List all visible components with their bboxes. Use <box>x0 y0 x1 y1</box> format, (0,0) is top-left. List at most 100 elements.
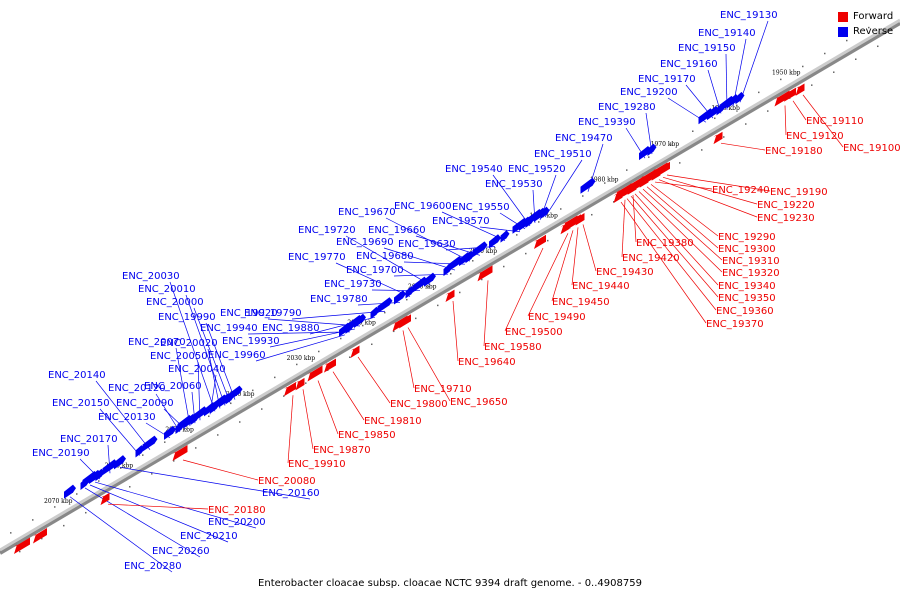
forward-gene-label[interactable]: ENC_19190 <box>770 187 828 198</box>
forward-gene-label[interactable]: ENC_19180 <box>765 146 823 157</box>
reverse-gene-label[interactable]: ENC_19660 <box>368 225 426 236</box>
reverse-gene-label[interactable]: ENC_20000 <box>146 297 204 308</box>
reverse-gene-label[interactable]: ENC_19140 <box>698 28 756 39</box>
reverse-gene-label[interactable]: ENC_19790 <box>244 308 302 319</box>
reverse-gene-label[interactable]: ENC_19280 <box>598 102 656 113</box>
forward-gene-label[interactable]: ENC_19340 <box>718 281 776 292</box>
tick-dot <box>503 265 505 268</box>
reverse-gene-label[interactable]: ENC_20030 <box>122 271 180 282</box>
reverse-gene-leader <box>587 143 604 192</box>
reverse-gene-label[interactable]: ENC_20160 <box>262 488 320 499</box>
forward-gene-label[interactable]: ENC_19320 <box>722 268 780 279</box>
forward-gene-label[interactable]: ENC_19500 <box>505 327 563 338</box>
forward-gene-label[interactable]: ENC_19450 <box>552 297 610 308</box>
forward-gene-label[interactable]: ENC_19360 <box>716 306 774 317</box>
forward-gene-label[interactable]: ENC_19910 <box>288 459 346 470</box>
forward-gene-label[interactable]: ENC_19220 <box>757 200 815 211</box>
forward-gene-label[interactable]: ENC_19110 <box>806 116 864 127</box>
reverse-gene-label[interactable]: ENC_19630 <box>398 239 456 250</box>
reverse-gene-label[interactable]: ENC_20190 <box>32 448 90 459</box>
reverse-gene-label[interactable]: ENC_19540 <box>445 164 503 175</box>
forward-gene-label[interactable]: ENC_19240 <box>712 185 770 196</box>
reverse-gene-label[interactable]: ENC_19150 <box>678 43 736 54</box>
tick-dot <box>296 363 298 366</box>
reverse-gene-label[interactable]: ENC_19930 <box>222 336 280 347</box>
forward-gene-label[interactable]: ENC_19100 <box>843 143 900 154</box>
reverse-gene-label[interactable]: ENC_20170 <box>60 434 118 445</box>
reverse-gene-label[interactable]: ENC_20260 <box>152 546 210 557</box>
forward-gene-label[interactable]: ENC_19120 <box>786 131 844 142</box>
reverse-gene-label[interactable]: ENC_20060 <box>144 381 202 392</box>
forward-gene-label[interactable]: ENC_19380 <box>636 238 694 249</box>
forward-gene-label[interactable]: ENC_19710 <box>414 384 472 395</box>
reverse-gene-label[interactable]: ENC_19530 <box>485 179 543 190</box>
reverse-gene-label[interactable]: ENC_20210 <box>180 531 238 542</box>
reverse-gene-label[interactable]: ENC_19470 <box>555 133 613 144</box>
reverse-gene-label[interactable]: ENC_19570 <box>432 216 490 227</box>
forward-gene-label[interactable]: ENC_19310 <box>722 256 780 267</box>
forward-gene-label[interactable]: ENC_19800 <box>390 399 448 410</box>
reverse-gene-label[interactable]: ENC_19600 <box>394 201 452 212</box>
reverse-gene-label[interactable]: ENC_19720 <box>298 225 356 236</box>
reverse-gene-label[interactable]: ENC_19770 <box>288 252 346 263</box>
reverse-gene-leader <box>145 422 171 439</box>
tick-dot <box>406 298 408 301</box>
forward-gene-label[interactable]: ENC_19850 <box>338 430 396 441</box>
tick-dot <box>142 454 144 456</box>
forward-gene-label[interactable]: ENC_19230 <box>757 213 815 224</box>
reverse-gene-label[interactable]: ENC_19390 <box>578 117 636 128</box>
reverse-gene-label[interactable]: ENC_20150 <box>52 398 110 409</box>
reverse-gene-label[interactable]: ENC_20140 <box>48 370 106 381</box>
forward-gene-label[interactable]: ENC_19640 <box>458 357 516 368</box>
forward-gene-label[interactable]: ENC_19300 <box>718 244 776 255</box>
reverse-gene-label[interactable]: ENC_20010 <box>138 284 196 295</box>
reverse-gene-label[interactable]: ENC_19960 <box>208 350 266 361</box>
reverse-gene-leader <box>89 484 229 543</box>
reverse-gene-label[interactable]: ENC_20130 <box>98 412 156 423</box>
forward-gene-label[interactable]: ENC_19430 <box>596 267 654 278</box>
forward-gene-label[interactable]: ENC_19490 <box>528 312 586 323</box>
forward-gene-label[interactable]: ENC_19580 <box>484 342 542 353</box>
forward-gene-label[interactable]: ENC_19440 <box>572 281 630 292</box>
reverse-gene-label[interactable]: ENC_19880 <box>262 323 320 334</box>
reverse-gene-label[interactable]: ENC_19940 <box>200 323 258 334</box>
reverse-gene-label[interactable]: ENC_20040 <box>168 364 226 375</box>
reverse-gene-label[interactable]: ENC_19700 <box>346 265 404 276</box>
reverse-gene-label[interactable]: ENC_19130 <box>720 10 778 21</box>
reverse-gene-label[interactable]: ENC_19780 <box>310 294 368 305</box>
tick-dot <box>855 58 857 60</box>
forward-gene-label[interactable]: ENC_20080 <box>258 476 316 487</box>
reverse-gene-label[interactable]: ENC_20020 <box>160 338 218 349</box>
reverse-gene-label[interactable]: ENC_19690 <box>336 237 394 248</box>
forward-gene-label[interactable]: ENC_19810 <box>364 416 422 427</box>
forward-gene-label[interactable]: ENC_19650 <box>450 397 508 408</box>
reverse-gene-label[interactable]: ENC_19680 <box>356 251 414 262</box>
forward-gene-label[interactable]: ENC_19420 <box>622 253 680 264</box>
genome-caption: Enterobacter cloacae subsp. cloacae NCTC… <box>258 578 642 589</box>
forward-gene-label[interactable]: ENC_20180 <box>208 505 266 516</box>
reverse-gene-label[interactable]: ENC_19170 <box>638 74 696 85</box>
reverse-gene-label[interactable]: ENC_19520 <box>508 164 566 175</box>
reverse-gene-label[interactable]: ENC_19160 <box>660 59 718 70</box>
forward-gene-label[interactable]: ENC_19290 <box>718 232 776 243</box>
tick-dot <box>208 415 210 418</box>
reverse-gene-label[interactable]: ENC_20280 <box>124 561 182 572</box>
forward-gene-label[interactable]: ENC_19370 <box>706 319 764 330</box>
reverse-gene-label[interactable]: ENC_19670 <box>338 207 396 218</box>
forward-gene-label[interactable]: ENC_19870 <box>313 445 371 456</box>
forward-swatch <box>838 11 848 22</box>
reverse-gene-label[interactable]: ENC_19510 <box>534 149 592 160</box>
forward-gene-leader <box>802 94 844 148</box>
reverse-gene-label[interactable]: ENC_19990 <box>158 312 216 323</box>
reverse-gene-label[interactable]: ENC_20070 <box>128 337 186 348</box>
reverse-gene-label[interactable]: ENC_19730 <box>324 279 382 290</box>
reverse-gene-label[interactable]: ENC_20090 <box>116 398 174 409</box>
reverse-gene-label[interactable]: ENC_19200 <box>620 87 678 98</box>
reverse-gene-label[interactable]: ENC_20200 <box>208 517 266 528</box>
forward-gene-label[interactable]: ENC_19350 <box>718 293 776 304</box>
reverse-gene-label[interactable]: ENC_20050 <box>150 351 208 362</box>
reverse-gene-label[interactable]: ENC_20120 <box>108 383 166 394</box>
reverse-gene-label[interactable]: ENC_19920 <box>220 308 278 319</box>
reverse-gene-label[interactable]: ENC_19550 <box>452 202 510 213</box>
reverse-gene-leader <box>645 112 653 155</box>
